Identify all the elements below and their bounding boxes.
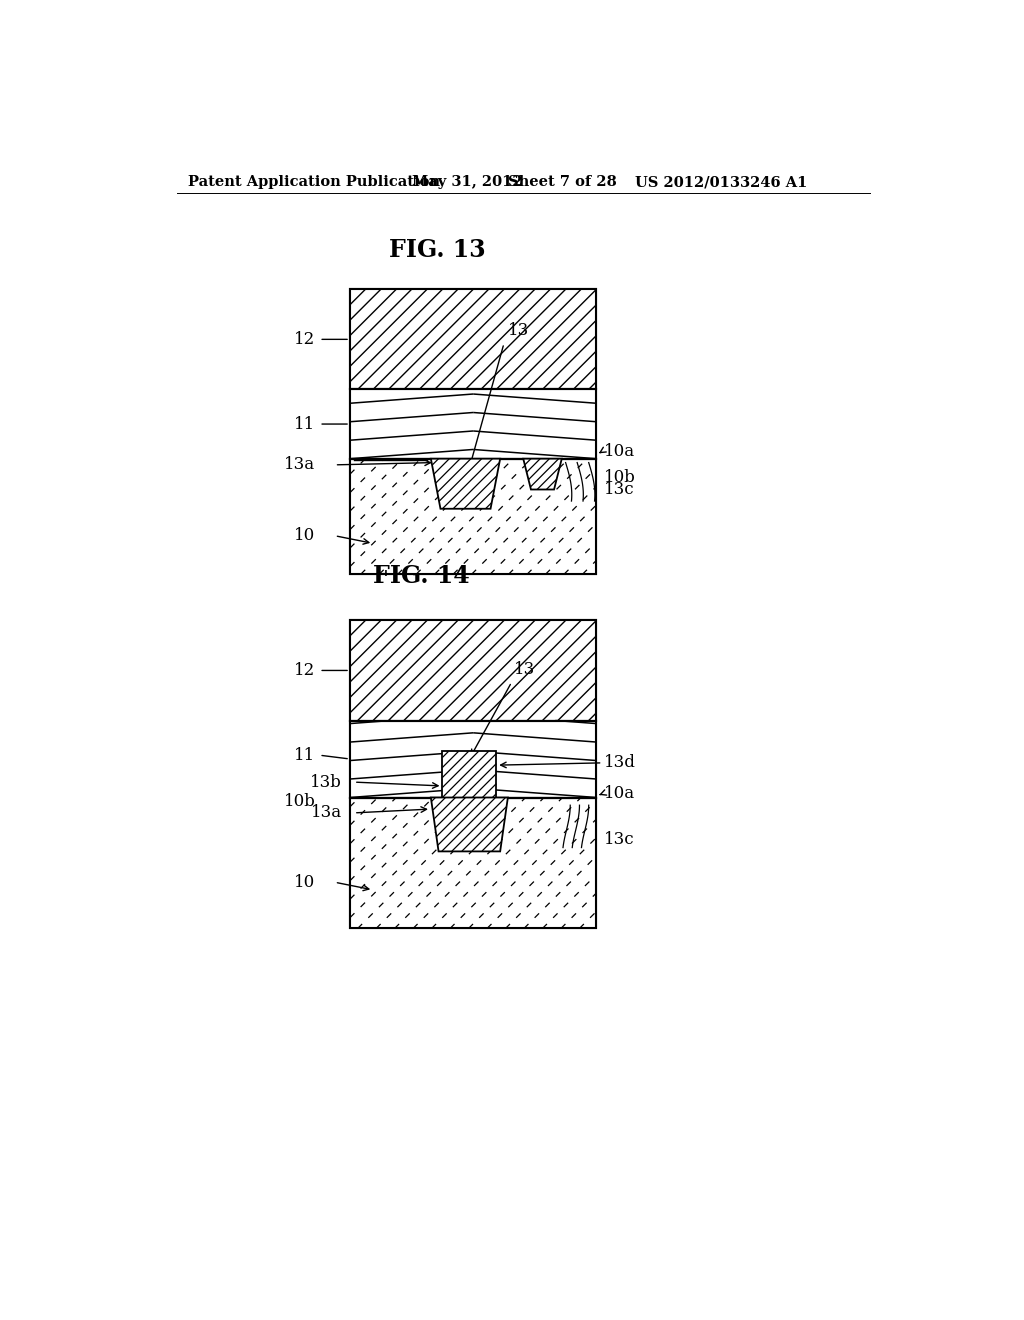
Text: 10b: 10b <box>284 793 315 810</box>
Polygon shape <box>442 751 497 797</box>
Text: 10: 10 <box>294 527 315 544</box>
Text: 12: 12 <box>294 661 315 678</box>
Text: May 31, 2012: May 31, 2012 <box>412 176 522 189</box>
Text: 13c: 13c <box>604 480 635 498</box>
Bar <box>350 289 596 389</box>
Bar <box>350 721 596 797</box>
Text: 13a: 13a <box>285 457 315 474</box>
Bar <box>350 797 596 928</box>
Text: US 2012/0133246 A1: US 2012/0133246 A1 <box>635 176 807 189</box>
Text: FIG. 14: FIG. 14 <box>373 564 470 589</box>
Text: 13d: 13d <box>604 754 636 771</box>
Bar <box>350 289 596 574</box>
Text: 13: 13 <box>508 322 529 339</box>
Polygon shape <box>431 459 500 508</box>
Text: FIG. 13: FIG. 13 <box>388 239 485 263</box>
Bar <box>350 620 596 928</box>
Text: 10: 10 <box>294 874 315 891</box>
Bar <box>350 620 596 721</box>
Text: Sheet 7 of 28: Sheet 7 of 28 <box>508 176 616 189</box>
Text: 10a: 10a <box>604 785 635 803</box>
Polygon shape <box>431 797 508 851</box>
Text: 12: 12 <box>294 331 315 348</box>
Text: 13: 13 <box>514 661 536 678</box>
Text: 10a: 10a <box>604 442 635 459</box>
Bar <box>350 389 596 459</box>
Bar <box>350 459 596 574</box>
Text: 13a: 13a <box>311 804 342 821</box>
Text: 11: 11 <box>294 416 315 433</box>
Polygon shape <box>523 459 562 490</box>
Text: 13b: 13b <box>310 774 342 791</box>
Text: 10b: 10b <box>604 470 636 487</box>
Text: 11: 11 <box>294 747 315 764</box>
Text: 13c: 13c <box>604 832 635 849</box>
Text: Patent Application Publication: Patent Application Publication <box>188 176 440 189</box>
